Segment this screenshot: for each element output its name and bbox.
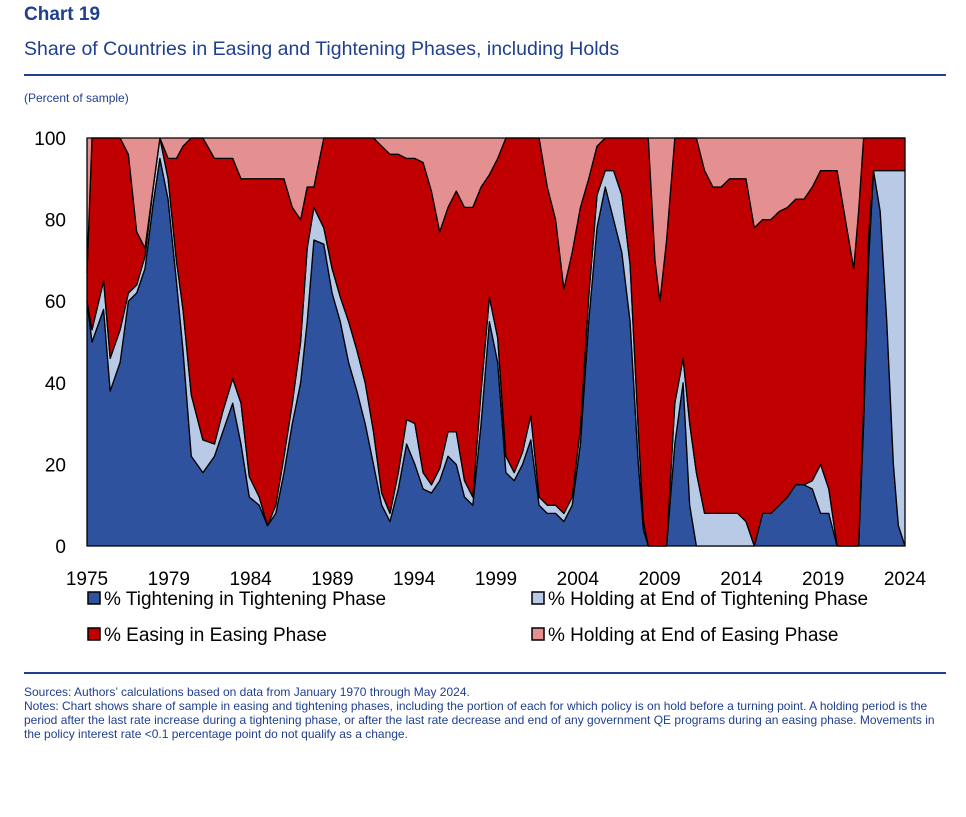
legend-label-4: % Holding at End of Easing Phase	[548, 625, 838, 646]
x-tick-label: 1984	[229, 569, 272, 590]
notes-text: Notes: Chart shows share of sample in ea…	[24, 699, 935, 741]
x-tick-label: 2014	[720, 569, 763, 590]
y-tick-label: 100	[34, 129, 66, 150]
y-tick-label: 0	[55, 537, 66, 558]
legend-swatch-4	[531, 627, 545, 641]
top-divider	[24, 74, 946, 76]
bottom-divider	[24, 672, 946, 674]
x-tick-label: 2004	[557, 569, 600, 590]
unit-label: (Percent of sample)	[24, 91, 129, 105]
y-tick-label: 20	[45, 455, 66, 476]
x-tick-label: 1994	[393, 569, 436, 590]
y-tick-label: 80	[45, 211, 66, 232]
legend-label-3: % Easing in Easing Phase	[104, 625, 327, 646]
sources-text: Sources: Authors’ calculations based on …	[24, 685, 470, 699]
x-tick-label: 2009	[638, 569, 680, 590]
legend-label-2: % Holding at End of Tightening Phase	[548, 589, 868, 610]
x-tick-label: 2024	[884, 569, 927, 590]
x-tick-label: 2019	[802, 569, 844, 590]
chart-area: 0 20 40 60 80 100 1975 1979 1984 1989 1994 1999 2004…	[34, 129, 927, 646]
area-series-4	[86, 137, 906, 302]
y-tick-label: 40	[45, 374, 66, 395]
x-tick-label: 1979	[148, 569, 190, 590]
chart-number: Chart 19	[24, 4, 101, 25]
x-tick-label: 1989	[311, 569, 353, 590]
y-tick-label: 60	[45, 292, 66, 313]
notes-block: Sources: Authors’ calculations based on …	[24, 685, 944, 741]
x-tick-label: 1999	[475, 569, 517, 590]
legend-swatch-2	[531, 591, 545, 605]
legend-swatch-3	[87, 627, 101, 641]
x-tick-label: 1975	[66, 569, 108, 590]
legend-label-1: % Tightening in Tightening Phase	[104, 589, 386, 610]
chart-title: Share of Countries in Easing and Tighten…	[24, 38, 620, 60]
legend-swatch-1	[87, 591, 101, 605]
